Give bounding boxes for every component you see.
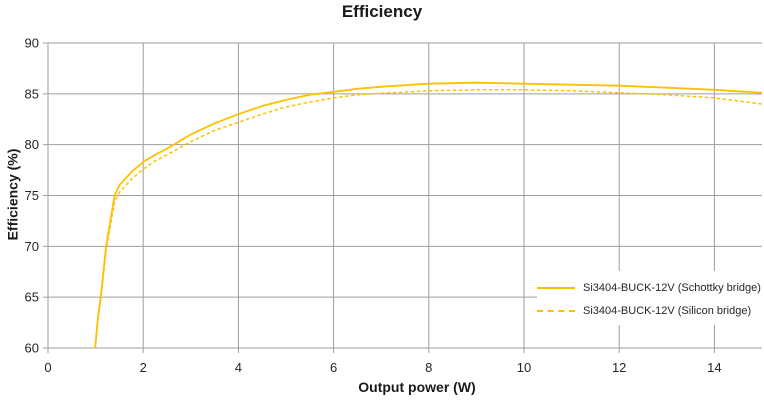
y-tick-label: 60 bbox=[25, 341, 39, 356]
x-tick-label: 10 bbox=[517, 360, 531, 375]
y-tick-label: 85 bbox=[25, 86, 39, 101]
x-tick-label: 4 bbox=[235, 360, 242, 375]
y-tick-label: 65 bbox=[25, 290, 39, 305]
x-tick-label: 8 bbox=[425, 360, 432, 375]
y-tick-label: 80 bbox=[25, 137, 39, 152]
y-axis-title: Efficiency (%) bbox=[4, 148, 21, 241]
legend: Si3404-BUCK-12V (Schottky bridge) Si3404… bbox=[537, 271, 764, 325]
legend-label: Si3404-BUCK-12V (Schottky bridge) bbox=[583, 281, 761, 294]
axes bbox=[43, 42, 762, 353]
series-line-1 bbox=[94, 89, 763, 349]
legend-item-silicon: Si3404-BUCK-12V (Silicon bridge) bbox=[537, 299, 764, 322]
x-tick-label: 12 bbox=[612, 360, 626, 375]
x-tick-labels: 0 2 4 6 8 10 12 14 bbox=[44, 360, 721, 375]
x-tick-label: 2 bbox=[140, 360, 147, 375]
series-lines bbox=[94, 81, 763, 349]
x-axis-title: Output power (W) bbox=[358, 379, 476, 395]
y-tick-label: 90 bbox=[25, 36, 39, 51]
y-tick-labels: 60 65 70 75 80 85 90 bbox=[25, 36, 39, 356]
solid-line-swatch-icon bbox=[537, 286, 575, 289]
x-tick-label: 0 bbox=[44, 360, 51, 375]
y-tick-label: 70 bbox=[25, 239, 39, 254]
x-tick-label: 6 bbox=[330, 360, 337, 375]
chart-title: Efficiency bbox=[341, 2, 423, 21]
series-line-0 bbox=[94, 81, 763, 349]
x-tick-label: 14 bbox=[707, 360, 721, 375]
dashed-line-swatch-icon bbox=[537, 309, 575, 312]
y-tick-label: 75 bbox=[25, 188, 39, 203]
legend-item-schottky: Si3404-BUCK-12V (Schottky bridge) bbox=[537, 276, 764, 299]
legend-label: Si3404-BUCK-12V (Silicon bridge) bbox=[583, 304, 752, 317]
